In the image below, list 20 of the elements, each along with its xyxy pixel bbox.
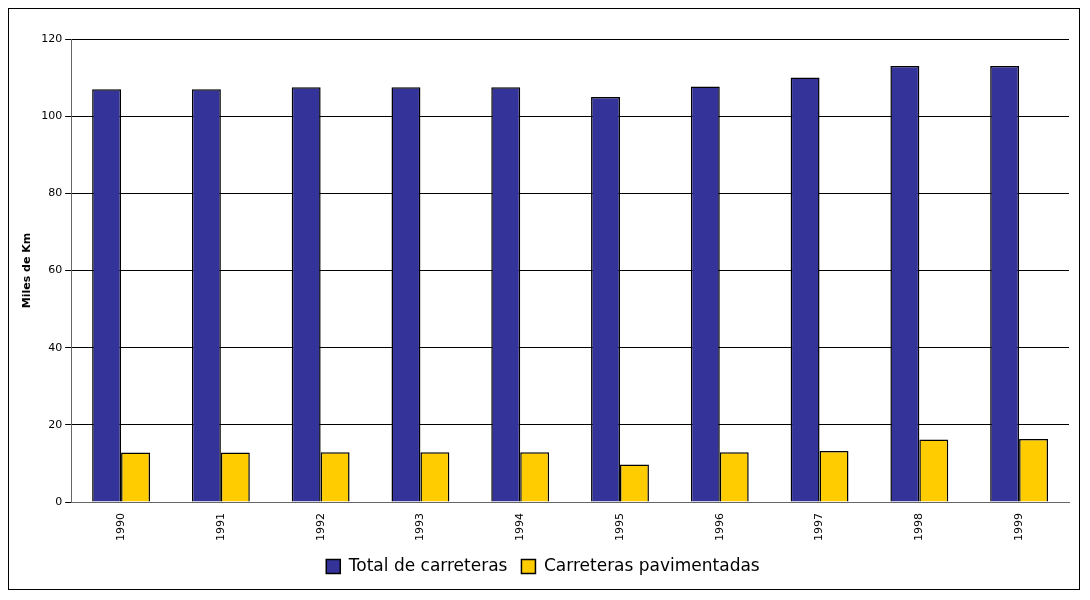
x-tick-label: 1995 <box>612 513 626 542</box>
x-tick-label: 1996 <box>712 513 726 542</box>
x-tick-label: 1994 <box>513 513 527 542</box>
y-tick-label: 40 <box>48 340 63 354</box>
y-tick-label: 100 <box>41 109 63 123</box>
x-tick-label: 1993 <box>413 513 427 542</box>
x-tick-label: 1991 <box>213 513 227 542</box>
legend-label: Total de carreteras <box>347 554 508 575</box>
x-tick-label: 1990 <box>113 513 127 542</box>
x-tick-label: 1998 <box>912 513 926 542</box>
y-tick-label: 60 <box>48 263 63 277</box>
y-tick-label: 0 <box>55 494 63 508</box>
x-tick-label: 1999 <box>1011 513 1025 542</box>
y-tick-label: 80 <box>48 186 63 200</box>
y-tick-label: 120 <box>41 31 63 45</box>
y-tick-label: 20 <box>48 417 63 431</box>
x-tick-label: 1997 <box>812 513 826 542</box>
x-tick-label: 1992 <box>313 513 327 542</box>
legend-label: Carreteras pavimentadas <box>543 554 760 575</box>
y-axis-title: Miles de Km <box>20 232 34 309</box>
